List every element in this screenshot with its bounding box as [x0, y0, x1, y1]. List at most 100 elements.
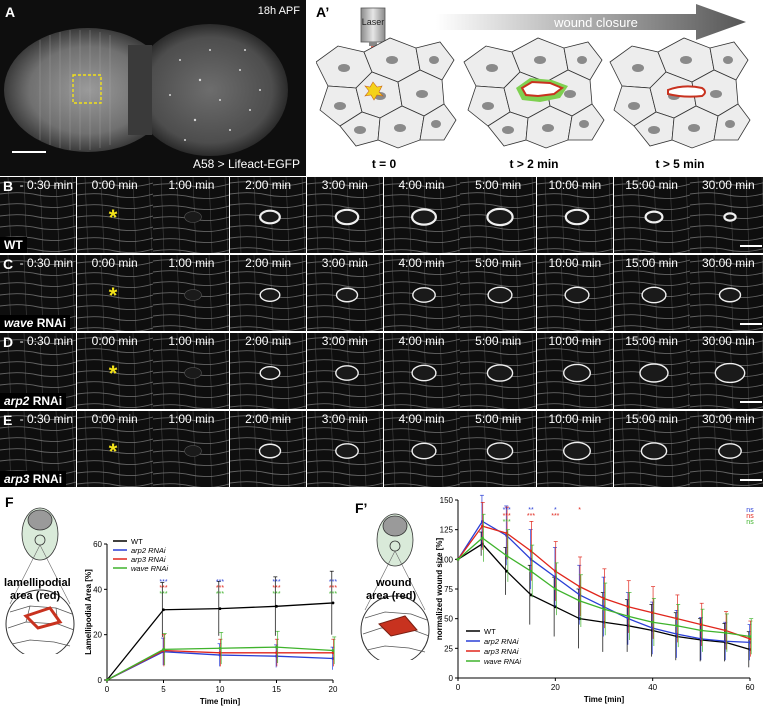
micrograph-tile: 0:00 min * [76, 177, 153, 253]
significance-marker: * [578, 507, 581, 514]
micrograph-tile: 15:00 min [613, 255, 690, 331]
row-letter: C [3, 256, 14, 272]
data-point [275, 604, 278, 608]
timepoint-label: 5:00 min [475, 178, 522, 192]
data-point [162, 608, 165, 612]
micrograph-tile: 10:00 min [536, 411, 613, 487]
lamellipodial-area-chart: 0 5 10 15 20 0 20 40 60 Time [min] Lamellipodial A… [85, 537, 338, 706]
tissue-texture [383, 333, 460, 409]
data-point [578, 585, 582, 589]
timepoint-label: 0:00 min [91, 334, 138, 348]
timepoint-label: 1:00 min [168, 334, 215, 348]
genotype-row-label: wave RNAi [0, 315, 71, 331]
tile-scale-bar [740, 479, 763, 481]
data-point [505, 554, 509, 558]
micrograph-tile: 0:00 min * [76, 255, 153, 331]
timepoint-label: 30:00 min [701, 412, 755, 426]
micrograph-tile: 1:00 min [153, 177, 230, 253]
y-tick-label: 125 [440, 526, 454, 535]
timepoint-label: 1:00 min [168, 256, 215, 270]
micrograph-tile: 1:00 min [153, 255, 230, 331]
t5-label: t > 5 min [655, 157, 704, 171]
timepoint-label: - 0:30 min [19, 334, 73, 348]
ablation-star: * [108, 205, 118, 230]
legend-entry: wave RNAi [131, 564, 168, 573]
significance-marker: *** [503, 519, 511, 526]
y-tick-label: 0 [98, 676, 103, 685]
data-point [553, 569, 557, 573]
wound-outline-2 [520, 80, 564, 98]
data-point [480, 524, 484, 528]
genotype-row-label: WT [0, 237, 27, 253]
wound-size-chart: 0 20 40 60 0 25 50 75 100 125 150 Time [min] normali… [436, 494, 755, 704]
x-tick-label: 10 [216, 685, 225, 694]
data-point [724, 629, 728, 632]
timepoint-label: 4:00 min [398, 256, 445, 270]
row-letter: E [3, 412, 13, 428]
micrograph-tile: 5:00 min [460, 177, 537, 253]
tissue-texture [536, 255, 613, 331]
timepoint-label: 3:00 min [321, 178, 368, 192]
micrograph-tile: 5:00 min [460, 333, 537, 409]
timepoint-label: 2:00 min [245, 178, 292, 192]
genotype-italic: wave [4, 316, 34, 330]
wound-outline-3 [667, 85, 706, 98]
micrograph-tile: 15:00 min [613, 333, 690, 409]
legend-entry: wave RNAi [484, 657, 521, 666]
wound-closure-schematic: wound closure Laser t = 0 t > 2 min t > … [316, 4, 751, 171]
data-point [626, 605, 630, 609]
timepoint-label: 2:00 min [245, 334, 292, 348]
legend-entry: arp3 RNAi [484, 647, 519, 656]
significance-marker: *** [159, 591, 167, 598]
micrograph-tile: 15:00 min [613, 411, 690, 487]
genotype-suffix: WT [4, 238, 23, 252]
data-point [218, 607, 222, 610]
data-point [748, 637, 752, 641]
significance-marker: ** [528, 507, 534, 514]
data-point [529, 593, 533, 597]
micrograph-tile: 1:00 min [153, 333, 230, 409]
data-point [578, 599, 582, 603]
significance-marker: *** [216, 591, 224, 598]
tissue-texture [536, 411, 613, 487]
timepoint-label: 5:00 min [475, 256, 522, 270]
panel-a2-letter: A’ [316, 4, 330, 20]
micrograph-tile: 10:00 min [536, 177, 613, 253]
micrograph-tile: 3:00 min [306, 411, 383, 487]
timepoint-label: 3:00 min [321, 256, 368, 270]
micrograph-tile: 4:00 min [383, 333, 460, 409]
data-point [602, 597, 606, 600]
tissue-texture [613, 177, 690, 253]
data-point [553, 587, 557, 591]
data-point [162, 648, 165, 651]
tissue-texture [460, 255, 537, 331]
panel-f2-letter: F’ [355, 500, 368, 516]
y-tick-label: 75 [444, 585, 453, 594]
data-point [699, 629, 703, 632]
tissue-texture [690, 255, 763, 331]
y-tick-label: 0 [449, 674, 454, 683]
legend-entry: WT [484, 627, 496, 636]
x-tick-label: 15 [272, 685, 281, 694]
data-point [331, 651, 335, 655]
tissue-texture [76, 177, 153, 253]
y-tick-label: 25 [444, 644, 453, 653]
legend-entry: arp2 RNAi [484, 637, 519, 646]
genotype-suffix: RNAi [29, 472, 63, 486]
micrograph-tile: 0:00 min * [76, 411, 153, 487]
timepoint-label: 2:00 min [245, 412, 292, 426]
y-tick-label: 50 [444, 615, 453, 624]
data-point [275, 645, 278, 649]
micrograph-tile: 0:00 min * [76, 333, 153, 409]
genotype-italic: arp2 [4, 394, 30, 408]
significance-marker: *** [159, 585, 167, 592]
micrograph-tile: 2:00 min [230, 333, 307, 409]
timepoint-label: 1:00 min [168, 412, 215, 426]
significance-marker: ns [746, 507, 754, 514]
genotype-label: A58 > Lifeact-EGFP [192, 157, 300, 171]
timepoint-label: 30:00 min [701, 178, 755, 192]
y-axis-title: Lamellipodial Area [%] [85, 569, 93, 655]
timepoint-label: 5:00 min [475, 412, 522, 426]
timepoint-label: 15:00 min [625, 412, 678, 426]
